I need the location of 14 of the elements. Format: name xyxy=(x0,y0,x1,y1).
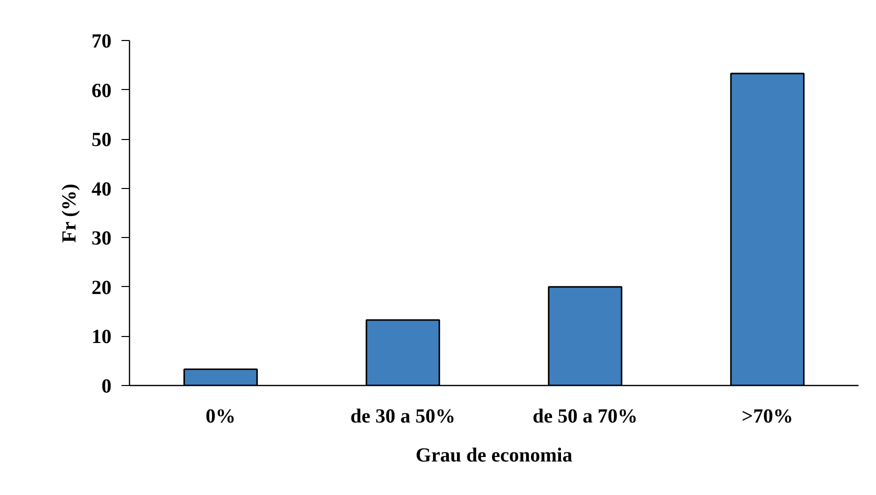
x-tick-label: de 30 a 50% xyxy=(350,406,456,428)
y-tick-label: 50 xyxy=(92,129,112,152)
y-tick-label: 70 xyxy=(92,30,112,52)
x-tick-label: de 50 a 70% xyxy=(532,406,638,428)
x-axis-title: Grau de economia xyxy=(416,444,572,466)
y-tick-label: 10 xyxy=(92,326,112,348)
y-tick-label: 20 xyxy=(92,276,112,299)
y-tick-label: 40 xyxy=(92,178,112,200)
y-tick-label: 0 xyxy=(102,376,112,398)
x-tick-label: 0% xyxy=(206,406,236,428)
x-tick-label: >70% xyxy=(742,406,794,428)
y-tick-label: 60 xyxy=(92,80,112,102)
y-axis-title: Fr (%) xyxy=(58,184,80,243)
y-tick-label: 30 xyxy=(92,228,112,250)
